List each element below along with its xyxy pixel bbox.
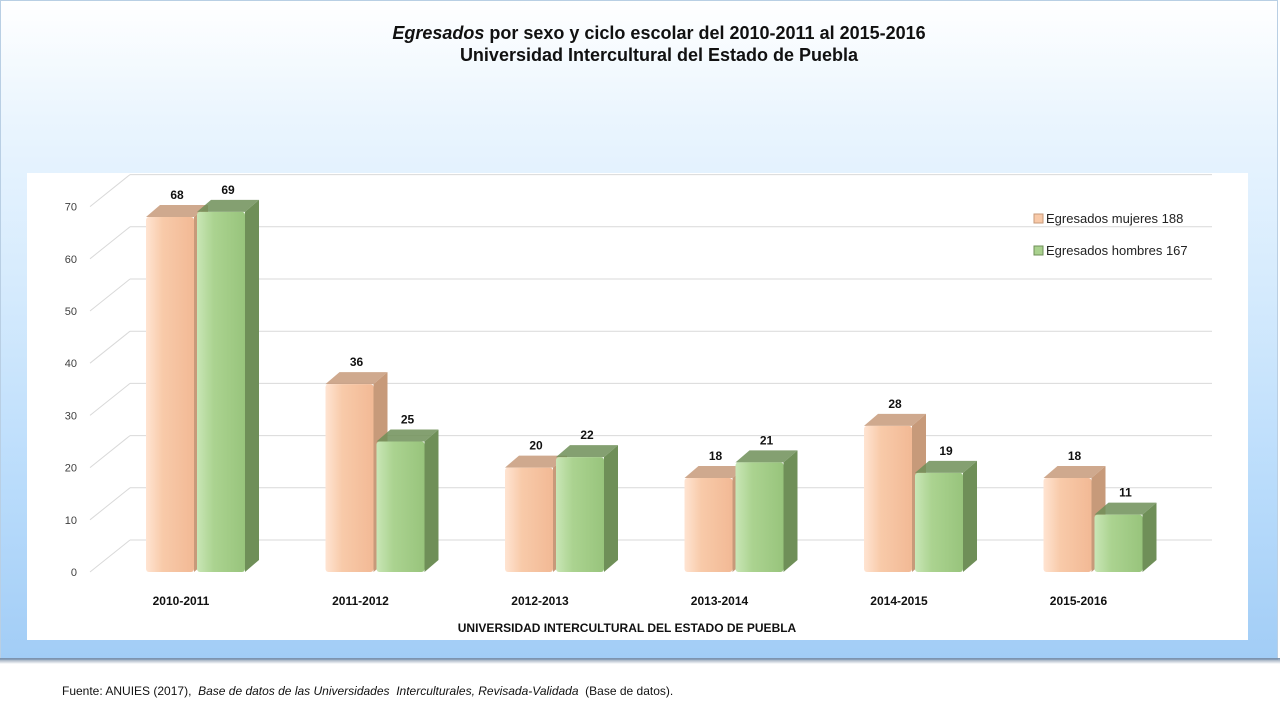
data-label: 25 [401,413,415,427]
data-label: 69 [221,183,235,197]
y-tick-label: 40 [65,358,77,370]
bar-side [963,460,977,572]
x-tick-label: 2013-2014 [691,594,749,608]
x-axis-label: UNIVERSIDAD INTERCULTURAL DEL ESTADO DE … [458,621,797,635]
legend-swatch [1033,245,1044,256]
frame-shadow [0,658,1280,664]
bar-top [1094,502,1157,515]
gridline-depth [89,435,131,468]
bar-side [783,450,798,572]
bar-top [146,205,208,218]
bar [325,384,374,572]
data-label: 19 [939,444,953,458]
data-label: 36 [350,355,364,369]
source-note: Fuente: ANUIES (2017), Base de datos de … [62,684,673,698]
bar-top [684,466,747,479]
gridline-depth [89,174,131,207]
chart-title: Egresados por sexo y ciclo escolar del 2… [0,22,1280,66]
source-italic: Base de datos de las Universidades Inter… [198,684,579,698]
gridline-depth [89,539,131,573]
legend-swatch [1033,213,1044,224]
x-tick-label: 2010-2011 [153,594,210,608]
data-label: 21 [760,433,774,447]
bar [197,211,245,572]
gridline-depth [89,226,131,260]
y-tick-label: 20 [65,463,77,475]
title-italic: Egresados [392,23,485,43]
bar-side [1142,502,1157,572]
bar [146,217,194,573]
gridline-depth [89,487,131,521]
bar [376,441,425,572]
bar [556,457,604,572]
bar-top [1043,466,1106,479]
legend-label: Egresados mujeres 188 [1046,211,1183,226]
bar-top [325,372,388,385]
data-label: 22 [580,428,594,442]
x-tick-label: 2014-2015 [870,594,928,608]
bar [915,472,963,572]
gridline-depth [89,278,131,312]
data-label: 28 [888,397,902,411]
y-tick-label: 0 [71,567,77,579]
bar [864,425,912,572]
source-suffix: (Base de datos). [578,684,674,698]
x-tick-label: 2012-2013 [511,594,569,608]
x-tick-label: 2015-2016 [1050,594,1108,608]
title-line2: Universidad Intercultural del Estado de … [459,45,859,65]
y-tick-label: 30 [65,410,77,422]
bar-side [424,429,439,572]
bar-top [864,413,926,426]
bar [1094,514,1143,572]
bar-side [604,445,618,572]
gridline-depth [89,330,131,364]
legend-label: Egresados hombres 167 [1046,243,1188,258]
bar [684,478,733,572]
bar-top [197,199,259,212]
bar-top [556,445,618,458]
y-tick-label: 70 [65,202,77,214]
bar-top [915,460,977,473]
bar-top [505,455,567,468]
title-rest: por sexo y ciclo escolar del 2010-2011 a… [484,23,926,43]
y-tick-label: 60 [65,254,77,266]
data-label: 18 [1068,449,1082,463]
y-tick-label: 10 [65,515,77,527]
gridline-depth [89,383,131,416]
bar [505,467,553,572]
data-label: 18 [709,449,723,463]
x-tick-label: 2011-2012 [332,594,389,608]
data-label: 68 [170,188,184,202]
data-label: 20 [529,439,543,453]
bar [1043,478,1092,572]
data-label: 11 [1119,486,1132,500]
bar [735,462,784,572]
bar-chart: 0 10 20 30 40 50 60 70 68 69 2010-2011 36 25 2011-20… [65,174,1212,635]
bar-side [245,199,259,572]
bar-top [376,429,439,442]
y-tick-label: 50 [65,306,77,318]
source-prefix: Fuente: ANUIES (2017), [62,684,199,698]
bar-top [735,450,798,463]
